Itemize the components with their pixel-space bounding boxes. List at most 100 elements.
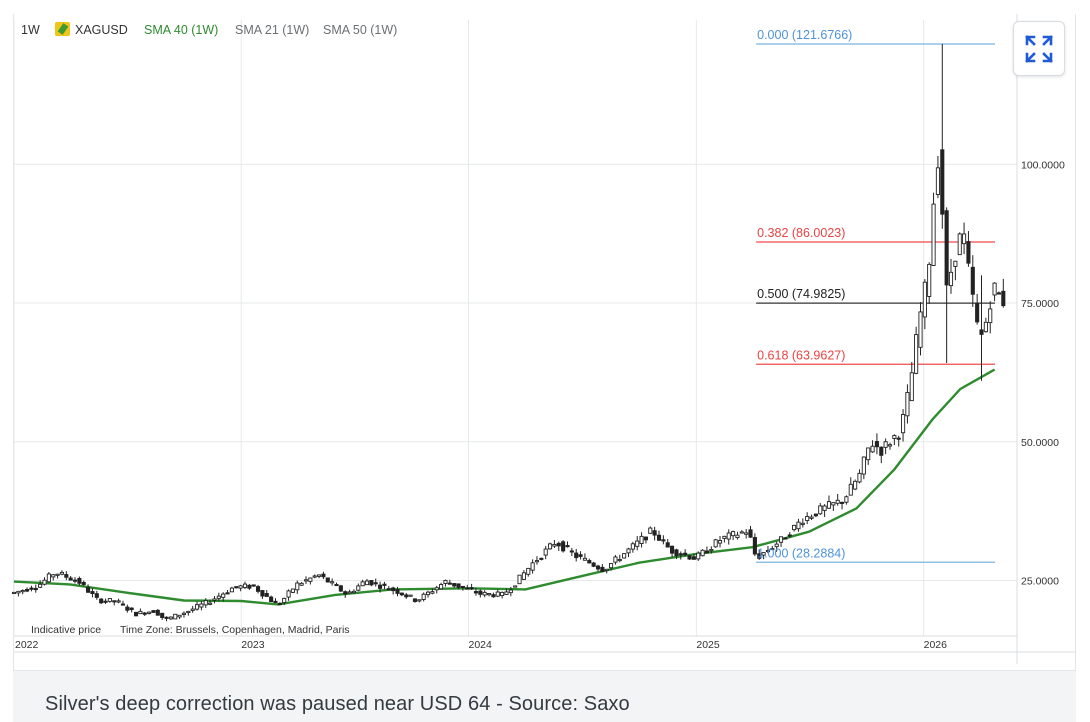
candle-body (796, 521, 801, 530)
candle-body (569, 550, 574, 553)
y-tick-label: 25.0000 (1021, 576, 1059, 588)
candle-body (591, 562, 596, 567)
candle-body (844, 496, 849, 503)
candle-body (312, 575, 317, 578)
legend-interval[interactable]: 1W (21, 23, 40, 37)
candle (94, 590, 99, 600)
candle (731, 530, 736, 541)
candle-body (661, 539, 666, 542)
x-tick-label: 2024 (468, 639, 492, 651)
candle-body (613, 556, 618, 563)
timezone-label: Time Zone: Brussels, Copenhagen, Madrid,… (120, 624, 350, 636)
candle-body (408, 594, 413, 597)
candle (552, 540, 557, 548)
candle (696, 551, 701, 561)
candle-body (731, 531, 736, 537)
legend-symbol[interactable]: XAGUSD (75, 23, 128, 37)
legend-sma21[interactable]: SMA 21 (1W) (235, 23, 309, 37)
candle (77, 576, 82, 586)
candle (604, 568, 609, 574)
candle (399, 592, 404, 597)
legend-sma40[interactable]: SMA 40 (1W) (144, 23, 218, 37)
candle (735, 531, 740, 540)
x-tick-label: 2023 (241, 639, 265, 651)
candle-body (317, 574, 322, 577)
candle (835, 494, 840, 506)
candle-body (696, 552, 701, 560)
candle (774, 541, 779, 552)
candle (948, 258, 954, 294)
candle-body (853, 480, 858, 490)
candle-body (866, 447, 871, 461)
expand-button[interactable] (1013, 21, 1065, 76)
candle (840, 501, 845, 510)
candle-body (582, 557, 587, 561)
candle-body (656, 534, 662, 541)
candle-body (953, 260, 958, 267)
candle-body (783, 537, 788, 540)
candle-body (757, 553, 762, 559)
candle (269, 595, 274, 603)
candle (757, 549, 762, 560)
legend-sma50[interactable]: SMA 50 (1W) (323, 23, 397, 37)
candle-body (460, 585, 465, 589)
candle-body (173, 613, 178, 620)
candle (251, 584, 256, 587)
candle (574, 548, 579, 562)
candle (809, 514, 814, 521)
candle-body (11, 591, 17, 595)
candle (321, 571, 326, 580)
candle (116, 598, 121, 604)
candle (748, 525, 753, 538)
candle-body (896, 437, 901, 440)
candle-body (64, 574, 69, 578)
candle-body (861, 456, 866, 475)
candle-body (107, 598, 112, 602)
candle-body (386, 588, 391, 591)
candle (190, 605, 195, 613)
candle-body (988, 308, 993, 324)
candle (931, 192, 936, 266)
candle (173, 613, 178, 620)
candle-body (792, 524, 797, 531)
candle-body (700, 549, 705, 557)
candle-body (199, 603, 204, 608)
candle-body (940, 149, 945, 215)
candle (561, 540, 566, 553)
candle (988, 301, 993, 334)
candle (901, 409, 906, 442)
price-chart[interactable]: 0.000 (121.6766) 0.382 (86.0023) 0.500 (74… (0, 0, 1090, 670)
candle (800, 518, 805, 528)
sma-40-layer (13, 368, 996, 606)
candle (761, 552, 766, 560)
candle (129, 607, 134, 613)
candle-body (870, 445, 875, 453)
candle-body (330, 581, 335, 584)
candle-body (914, 334, 919, 374)
candle-body (901, 414, 906, 434)
candle (665, 539, 670, 548)
candle (382, 581, 387, 590)
grid-lines (13, 20, 1017, 636)
candle (857, 469, 862, 484)
candle (81, 580, 86, 587)
candle (125, 604, 130, 613)
candle-body (600, 566, 605, 572)
candle (831, 502, 836, 511)
candle (199, 601, 204, 611)
candle-body (25, 588, 30, 592)
candle (51, 574, 56, 581)
candle-body (116, 600, 121, 603)
candle-body (473, 591, 479, 594)
candle (452, 583, 457, 588)
candle-body (38, 583, 43, 588)
candle-body (443, 579, 448, 584)
candle (212, 596, 217, 604)
candle (86, 584, 91, 593)
candle (818, 503, 823, 515)
candle-body (966, 241, 971, 264)
candle-body (168, 616, 173, 620)
candle-body (739, 531, 744, 534)
candle-body (835, 499, 840, 504)
candle (42, 577, 47, 586)
